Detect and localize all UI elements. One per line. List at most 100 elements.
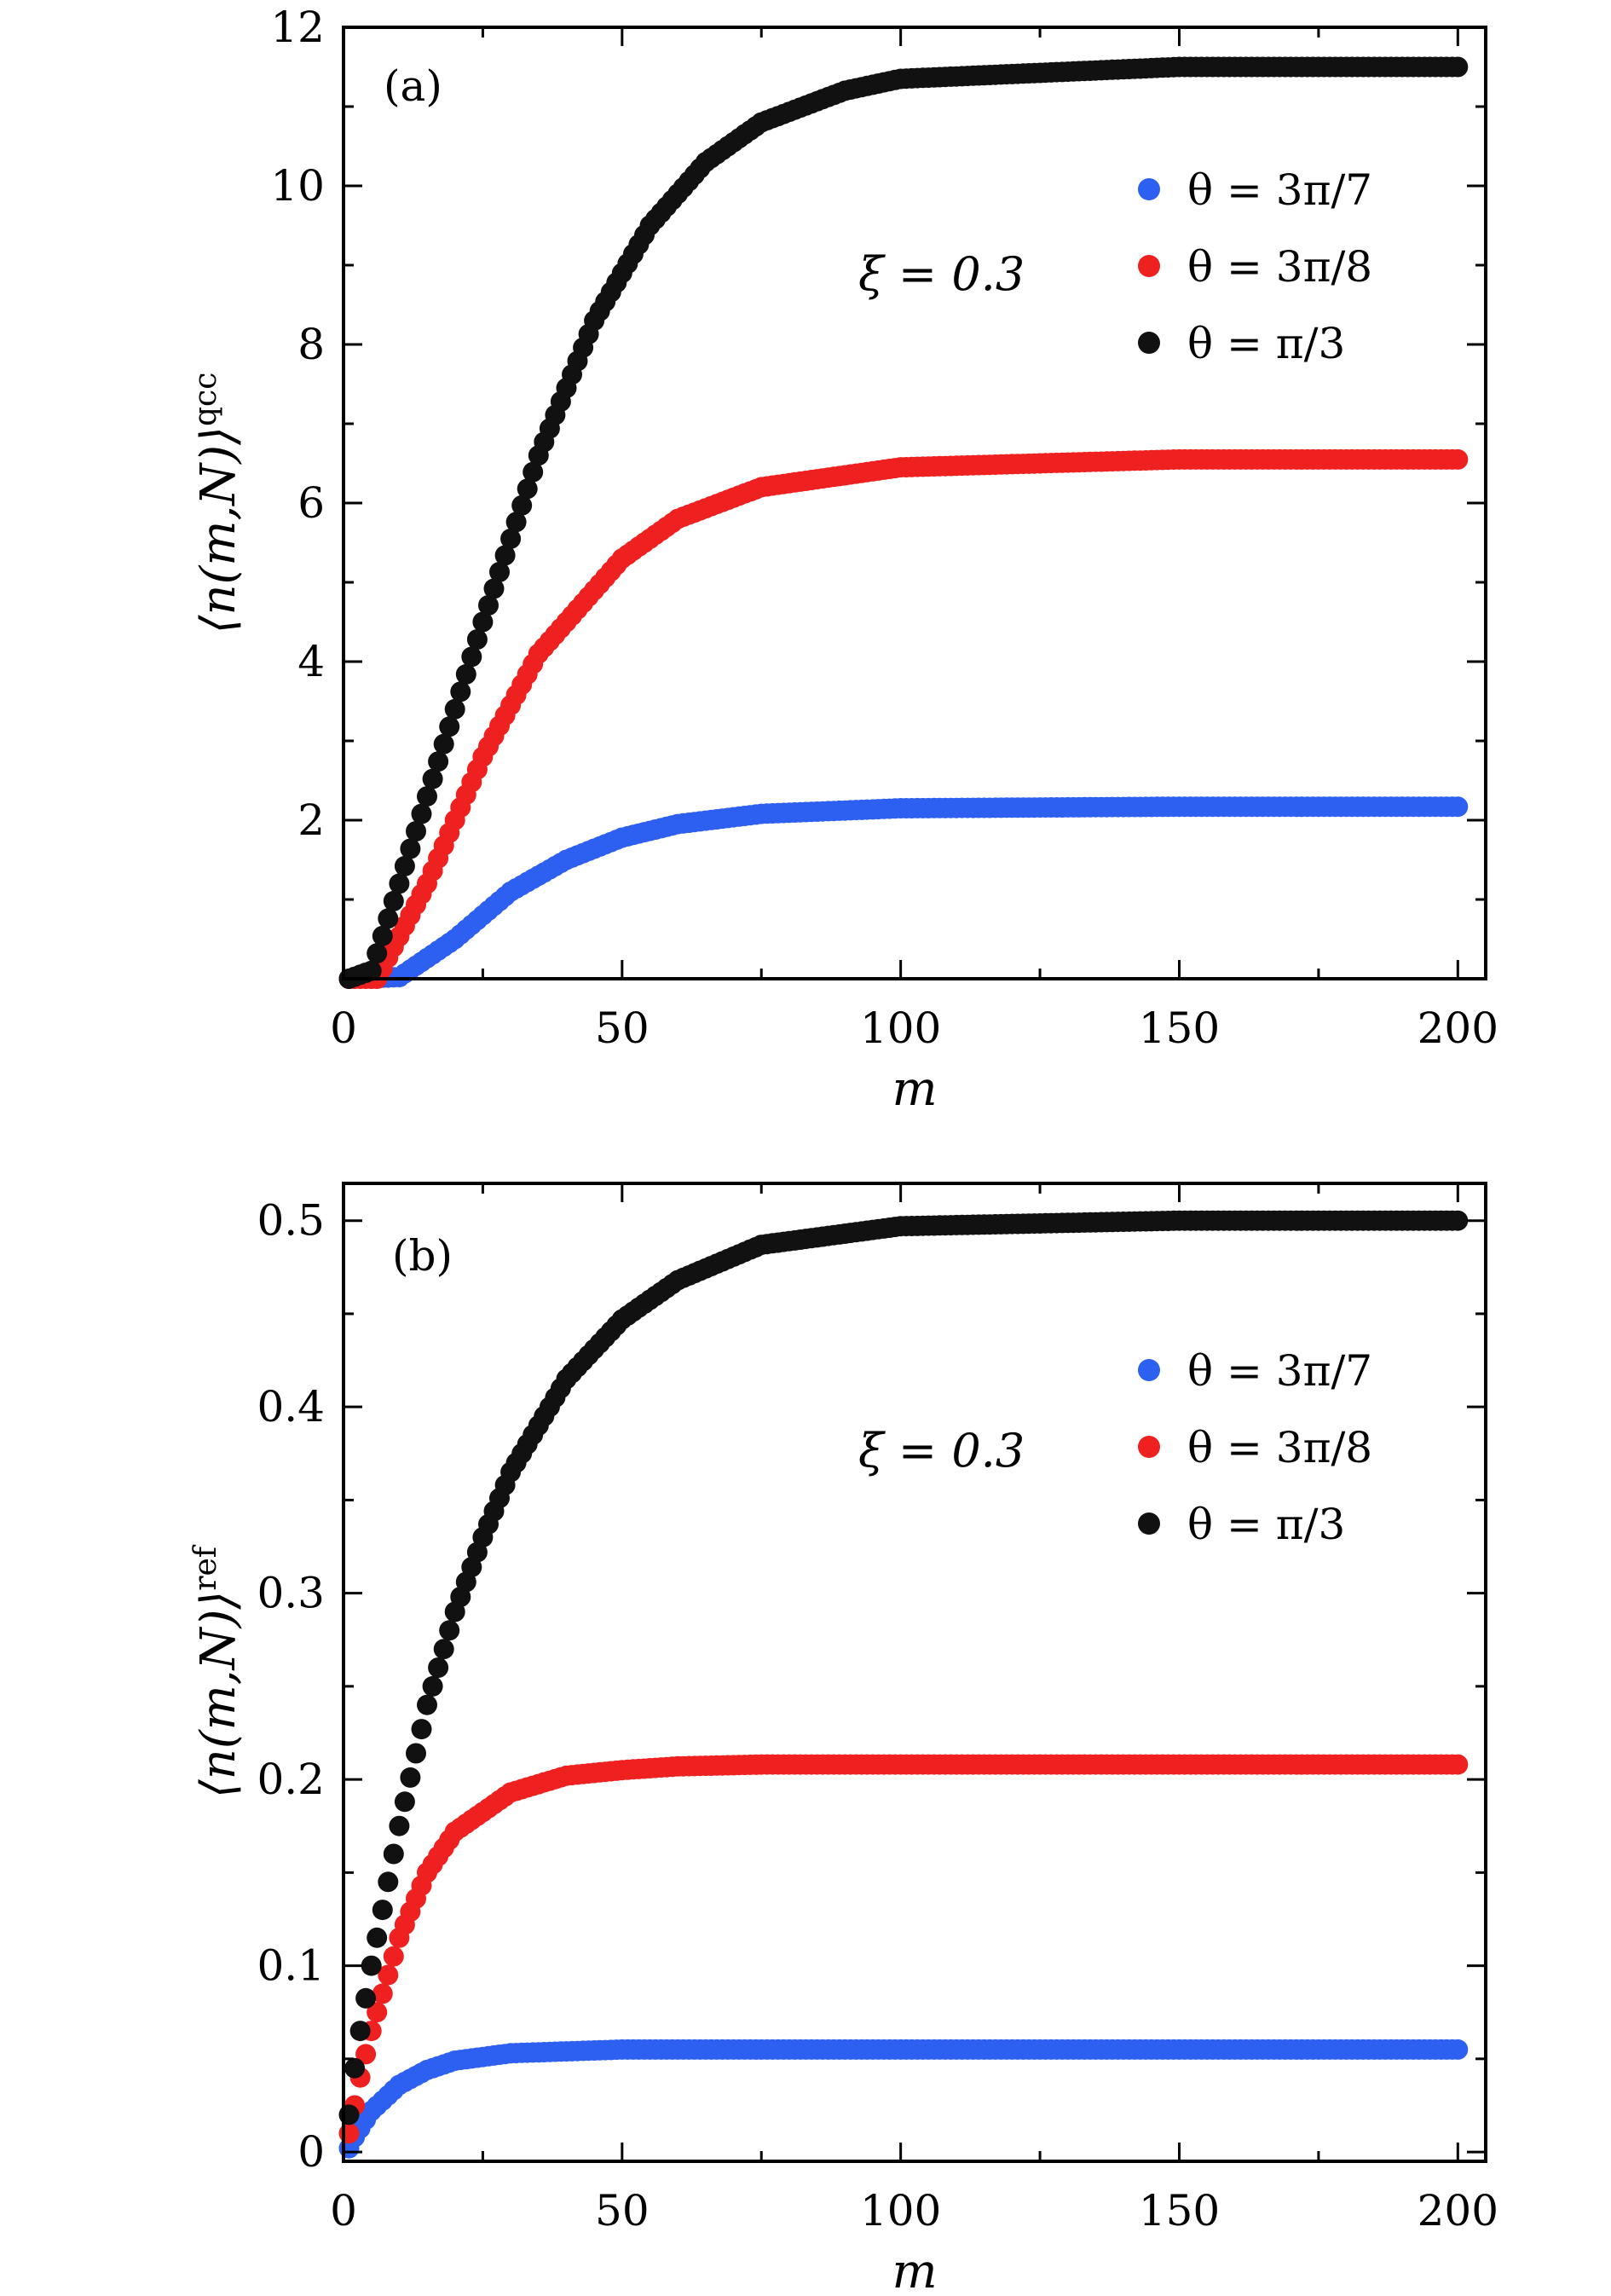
y-tick-label: 0.5 [257, 1196, 325, 1246]
panel-b: 0 50 100 150 200 0 0.1 0.2 0.3 0.4 0.5 m ⟨n(m,N)⟩ref… [188, 1182, 1498, 2296]
x-tick-label: 50 [595, 2186, 650, 2235]
data-point [344, 2057, 366, 2079]
x-tick-label: 0 [330, 2186, 357, 2235]
data-point [494, 545, 516, 566]
xi-annotation: ξ = 0.3 [858, 1424, 1025, 1478]
data-point [355, 1987, 377, 2009]
data-point [417, 786, 437, 807]
legend-marker [1138, 255, 1160, 277]
y-tick-label: 0.1 [257, 1941, 325, 1991]
legend-entry: θ = 3π/7 [1187, 165, 1372, 215]
data-point [400, 1767, 421, 1788]
data-point [372, 925, 393, 946]
data-point [361, 960, 382, 981]
y-tick-label: 4 [297, 637, 325, 686]
legend-marker [1138, 1436, 1160, 1458]
xi-annotation: ξ = 0.3 [858, 247, 1025, 301]
data-point [461, 646, 482, 668]
plot-frame [342, 1182, 1487, 2163]
y-tick-label: 0.3 [257, 1569, 325, 1618]
data-point [439, 1620, 460, 1641]
data-point [1447, 1210, 1469, 1231]
x-tick-label: 200 [1418, 1003, 1498, 1053]
y-tick-label: 0.4 [257, 1382, 325, 1431]
legend-marker [1138, 332, 1160, 354]
data-point [500, 528, 522, 549]
data-point [505, 512, 527, 533]
data-point [523, 461, 544, 483]
data-point [355, 2044, 377, 2065]
x-tick-label: 50 [595, 1003, 650, 1053]
data-point [472, 611, 494, 633]
data-point [466, 629, 488, 650]
data-point [444, 698, 465, 720]
data-point [455, 663, 476, 685]
data-point [406, 1743, 426, 1764]
y-tick-label: 12 [270, 3, 325, 52]
data-point [1447, 448, 1469, 470]
y-tick-label: 8 [297, 320, 325, 369]
series-0 [338, 796, 1469, 989]
data-point [422, 1675, 443, 1697]
data-point [372, 1983, 393, 2004]
data-point [411, 803, 432, 824]
x-tick-label: 100 [860, 1003, 941, 1053]
data-point [489, 561, 510, 582]
y-axis-label: ⟨n(m,N)⟩qcc [188, 373, 246, 634]
panel-a: 0 50 100 150 200 2 4 6 8 10 12 m ⟨n(m,N)⟩qcc (a) ξ = 0… [188, 3, 1498, 1117]
data-point [389, 873, 410, 894]
legend-marker [1138, 178, 1160, 200]
data-point [450, 681, 471, 703]
data-point [367, 2002, 388, 2023]
data-point [383, 1843, 404, 1865]
y-tick-label: 6 [297, 478, 325, 528]
legend-entry: θ = π/3 [1187, 319, 1345, 368]
x-tick-label: 200 [1418, 2186, 1498, 2235]
data-point [389, 1815, 410, 1836]
series-0 [338, 2039, 1469, 2159]
x-tick-label: 0 [330, 1003, 357, 1053]
x-tick-label: 150 [1139, 2186, 1220, 2235]
data-point [439, 716, 460, 737]
data-point [428, 1657, 449, 1678]
panel-label: (b) [392, 1231, 453, 1281]
data-point [349, 2021, 371, 2042]
data-point [511, 494, 533, 516]
series-2 [338, 56, 1469, 989]
data-point [1447, 56, 1469, 78]
data-point [378, 1871, 399, 1893]
series-1 [338, 448, 1469, 989]
data-point [483, 578, 505, 599]
legend-marker [1138, 1359, 1160, 1381]
y-tick-label: 10 [270, 161, 325, 211]
data-point [372, 1900, 393, 1921]
y-tick-label: 2 [297, 795, 325, 845]
data-point [394, 855, 415, 876]
data-point [367, 1927, 388, 1948]
data-point [1447, 796, 1469, 818]
legend-marker [1138, 1512, 1160, 1535]
x-tick-label: 100 [860, 2186, 941, 2235]
data-point [433, 1639, 454, 1660]
panel-label: (a) [384, 61, 442, 111]
data-point [394, 1791, 415, 1813]
legend-entry: θ = 3π/8 [1187, 1423, 1372, 1472]
legend: θ = 3π/7 θ = 3π/8 θ = π/3 [1138, 165, 1372, 368]
data-point [422, 768, 443, 789]
data-point [400, 838, 421, 859]
y-axis-label-superscript: qcc [188, 373, 223, 426]
data-point [1447, 1754, 1469, 1775]
data-point [383, 1946, 404, 1967]
legend-entry: θ = 3π/8 [1187, 242, 1372, 292]
data-point [378, 908, 399, 929]
y-axis-label: ⟨n(m,N)⟩ref [188, 1544, 246, 1798]
data-point [383, 890, 404, 911]
legend: θ = 3π/7 θ = 3π/8 θ = π/3 [1138, 1346, 1372, 1549]
y-tick-label: 0.2 [257, 1755, 325, 1804]
data-point [478, 595, 499, 616]
data-point [433, 733, 454, 755]
x-axis-label: m [892, 2244, 937, 2296]
data-point [417, 1694, 437, 1715]
data-point [517, 478, 538, 500]
